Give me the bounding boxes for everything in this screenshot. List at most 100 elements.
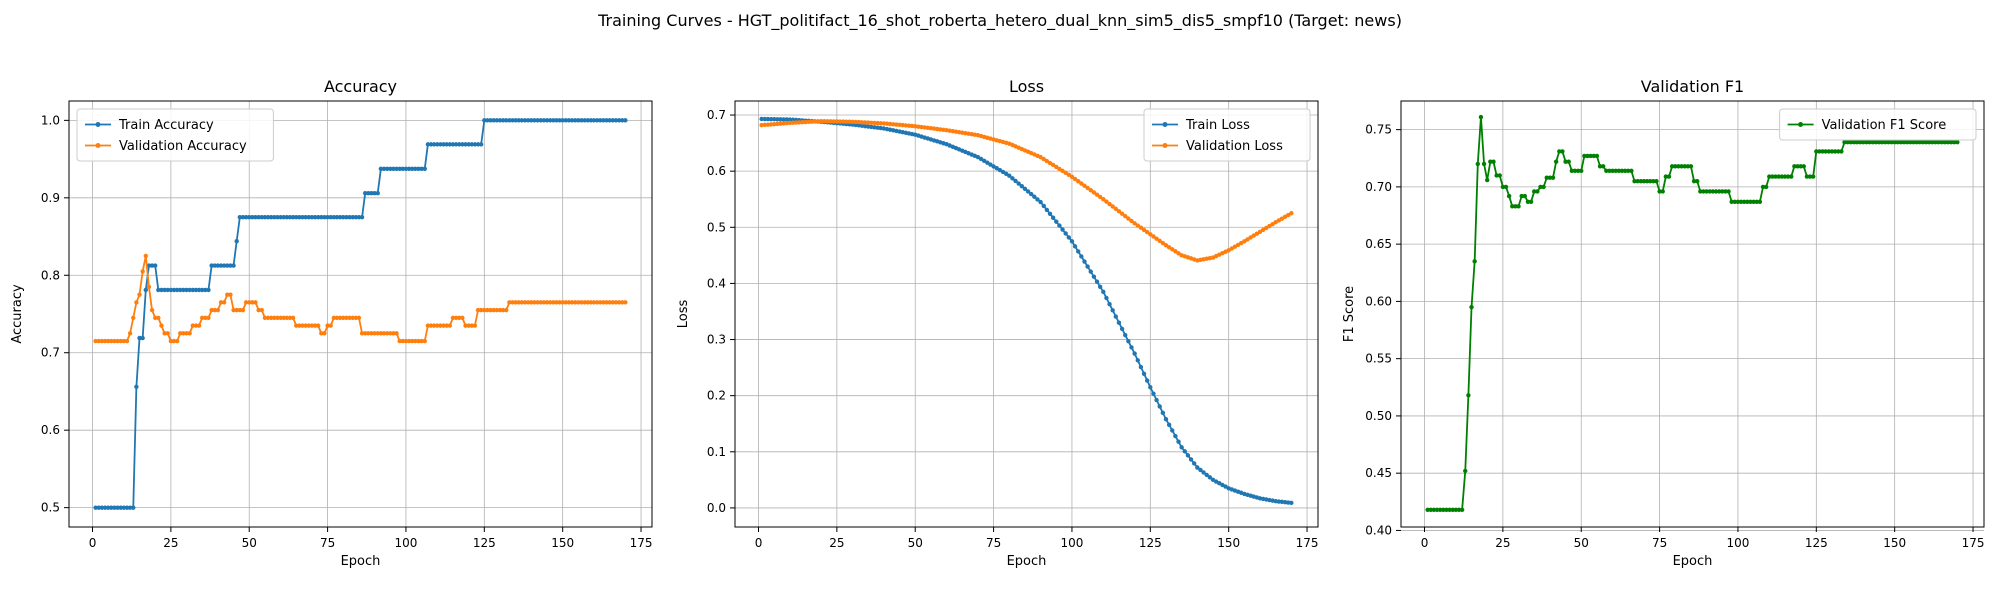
data-point <box>388 331 393 336</box>
data-point <box>803 119 808 125</box>
y-tick-label: 0.70 <box>1365 180 1392 194</box>
data-point <box>1085 264 1090 269</box>
data-point <box>1151 234 1156 239</box>
data-point <box>1198 467 1203 473</box>
data-point <box>438 142 443 147</box>
data-point <box>1553 159 1559 164</box>
data-point <box>1104 295 1109 301</box>
data-point <box>1892 140 1897 145</box>
data-point <box>1632 178 1637 184</box>
data-point <box>1116 209 1122 214</box>
data-point <box>1810 174 1816 179</box>
data-point <box>1428 507 1433 513</box>
data-point <box>541 300 547 305</box>
x-tick-label: 50 <box>242 536 257 550</box>
data-point <box>372 331 377 336</box>
data-point <box>566 300 572 305</box>
data-point <box>425 142 431 147</box>
data-point <box>1094 279 1100 284</box>
data-point <box>156 287 161 293</box>
data-point <box>1582 153 1587 159</box>
data-point <box>359 331 365 336</box>
data-point <box>1163 243 1169 248</box>
data-point <box>447 142 453 147</box>
data-point <box>1148 232 1153 237</box>
data-point <box>1691 178 1697 184</box>
data-point <box>1898 140 1904 145</box>
data-point <box>1207 475 1213 480</box>
data-point <box>475 307 481 313</box>
data-point <box>209 263 214 268</box>
data-point <box>1720 189 1725 194</box>
data-point <box>140 335 145 341</box>
x-tick-label: 125 <box>1805 536 1828 550</box>
legend-marker <box>1162 122 1168 127</box>
data-point <box>1022 186 1028 192</box>
data-point <box>184 287 189 293</box>
x-axis-label: Epoch <box>341 554 381 569</box>
data-point <box>93 338 98 344</box>
data-point <box>256 214 261 220</box>
data-point <box>115 505 120 510</box>
data-point <box>99 505 105 510</box>
data-point <box>1497 173 1502 178</box>
data-point <box>478 307 484 313</box>
data-point <box>1895 140 1901 145</box>
data-point <box>762 122 767 128</box>
data-point <box>268 214 274 220</box>
y-tick-label: 0.7 <box>707 108 726 122</box>
data-point <box>872 120 877 126</box>
panel-title: Validation F1 <box>1641 77 1744 96</box>
data-point <box>576 118 581 123</box>
data-point <box>1050 215 1056 220</box>
data-point <box>356 315 362 321</box>
data-point <box>510 118 515 123</box>
data-point <box>124 505 130 510</box>
x-tick-label: 175 <box>630 536 653 550</box>
data-point <box>384 331 390 336</box>
data-point <box>1010 176 1015 181</box>
data-point <box>601 300 606 305</box>
data-point <box>171 338 177 344</box>
legend-marker <box>1798 122 1804 127</box>
series-train-accuracy <box>93 118 628 510</box>
data-point <box>1166 245 1172 250</box>
data-point <box>419 338 424 344</box>
data-point <box>394 166 399 171</box>
data-point <box>778 117 783 122</box>
y-axis-label: Loss <box>676 300 691 329</box>
data-point <box>359 214 365 220</box>
data-point <box>256 307 261 313</box>
data-point <box>422 166 427 171</box>
data-point <box>1945 140 1951 145</box>
data-point <box>482 118 487 123</box>
data-point <box>1685 164 1691 169</box>
data-point <box>444 142 449 147</box>
data-point <box>1538 184 1543 190</box>
data-point <box>1619 168 1625 174</box>
data-point <box>203 315 208 321</box>
data-point <box>1522 193 1528 199</box>
y-tick-label: 0.65 <box>1365 237 1392 251</box>
data-point <box>1007 173 1012 178</box>
data-point <box>162 331 167 336</box>
data-point <box>127 505 133 510</box>
data-point <box>525 118 531 123</box>
data-point <box>591 118 597 123</box>
data-point <box>535 300 540 305</box>
y-tick-label: 0.55 <box>1365 352 1392 366</box>
data-point <box>1126 339 1131 344</box>
data-point <box>557 118 562 123</box>
data-point <box>856 119 862 125</box>
data-point <box>1952 140 1957 145</box>
data-point <box>212 263 217 268</box>
data-point <box>294 214 299 220</box>
data-point <box>784 120 789 126</box>
data-point <box>115 338 120 344</box>
data-point <box>394 331 399 336</box>
data-point <box>1047 211 1053 217</box>
data-point <box>1757 199 1763 204</box>
data-point <box>457 142 462 147</box>
data-point <box>1560 149 1565 154</box>
